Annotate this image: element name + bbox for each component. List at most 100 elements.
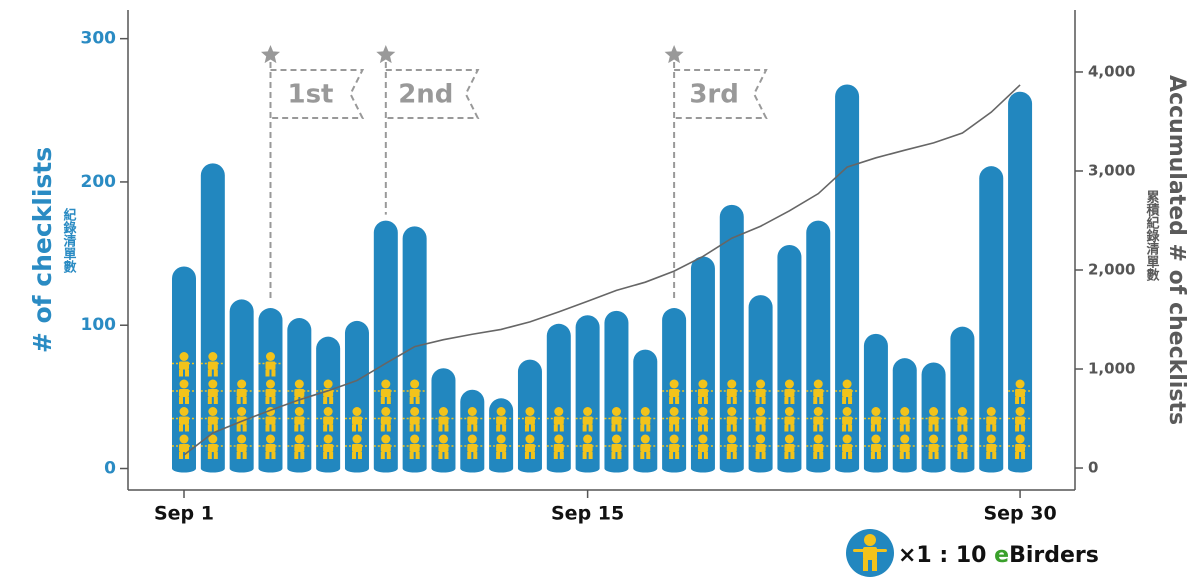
icon-body xyxy=(207,361,218,370)
ebirder-icons xyxy=(777,379,802,459)
icon-head xyxy=(410,407,420,416)
icon-head xyxy=(237,434,247,444)
icon-head xyxy=(640,407,650,416)
ebirder-icons xyxy=(489,407,514,459)
icon-leg xyxy=(242,424,247,432)
icon-leg xyxy=(502,452,507,459)
icon-leg xyxy=(675,424,680,432)
icon-leg xyxy=(819,397,824,404)
icon-body xyxy=(351,444,362,452)
icon-body xyxy=(323,444,334,452)
bar xyxy=(719,204,744,473)
icon-body xyxy=(640,416,651,425)
icon-leg xyxy=(179,452,183,459)
icon-head xyxy=(871,407,881,416)
icon-leg xyxy=(415,397,420,404)
icon-leg xyxy=(963,424,968,432)
icon-body xyxy=(726,444,737,452)
bar xyxy=(863,333,888,473)
icon-head xyxy=(611,407,621,416)
icon-body xyxy=(726,389,737,397)
icon-leg xyxy=(669,424,674,432)
icon-leg xyxy=(271,452,276,459)
icon-leg xyxy=(438,424,443,432)
icon-body xyxy=(179,389,189,397)
icon-head xyxy=(929,434,939,444)
icon-body xyxy=(986,416,997,425)
icon-head xyxy=(237,379,247,389)
icon-head xyxy=(208,434,218,444)
y-tick-label: 300 xyxy=(81,29,117,49)
icon-head xyxy=(813,379,823,389)
icon-leg xyxy=(732,424,737,432)
icon-leg xyxy=(323,452,328,459)
icon-head xyxy=(554,434,564,444)
bar xyxy=(517,359,542,473)
icon-head xyxy=(669,434,679,444)
icon-head xyxy=(727,407,737,416)
icon-body xyxy=(697,416,708,425)
icon-leg xyxy=(265,452,270,459)
ebirder-icons xyxy=(863,407,888,459)
y2-tick-label: 1,000 xyxy=(1088,360,1135,378)
icon-head xyxy=(179,434,189,444)
icon-leg xyxy=(179,424,183,432)
icon-body xyxy=(928,444,939,452)
icon-body xyxy=(380,444,391,452)
icon-leg xyxy=(294,424,299,432)
icon-leg xyxy=(640,452,645,459)
icon-body xyxy=(928,416,939,425)
icon-body xyxy=(697,444,708,452)
icon-leg xyxy=(415,424,420,432)
icon-leg xyxy=(409,452,414,459)
icon-leg xyxy=(842,397,847,404)
icon-head xyxy=(496,407,506,416)
icon-head xyxy=(900,407,910,416)
icon-leg xyxy=(300,452,305,459)
icon-body xyxy=(813,444,824,452)
icon-body xyxy=(409,389,420,397)
y-axis-title-zh: 紀錄清單數 xyxy=(61,207,77,274)
icon-leg xyxy=(242,397,247,404)
icon-leg xyxy=(496,424,501,432)
icon-leg xyxy=(294,452,299,459)
icon-body xyxy=(582,416,593,425)
icon-head xyxy=(727,379,737,389)
bar xyxy=(575,315,600,473)
icon-leg xyxy=(842,452,847,459)
icon-leg xyxy=(819,424,824,432)
icon-head xyxy=(583,407,593,416)
icon-leg xyxy=(207,424,212,432)
icon-body xyxy=(265,416,276,425)
flag-star xyxy=(261,45,280,64)
icon-leg xyxy=(386,452,391,459)
icon-body xyxy=(294,416,305,425)
icon-leg xyxy=(444,424,449,432)
flag-label: 3rd xyxy=(689,80,739,110)
milestone-flag: 3rd xyxy=(664,45,768,303)
icon-head xyxy=(381,379,391,389)
ebirder-icons xyxy=(719,379,744,459)
icon-body xyxy=(265,389,276,397)
ebirder-icons xyxy=(921,407,946,459)
icon-leg xyxy=(351,424,356,432)
icon-leg xyxy=(732,452,737,459)
icon-leg xyxy=(848,424,853,432)
icon-head xyxy=(323,434,333,444)
ebirder-icons xyxy=(1008,379,1033,459)
bar xyxy=(979,166,1004,473)
icon-leg xyxy=(444,452,449,459)
icon-leg xyxy=(790,452,795,459)
icon-body xyxy=(265,361,276,370)
icon-leg xyxy=(271,369,276,377)
icon-leg xyxy=(213,424,218,432)
icon-body xyxy=(755,389,766,397)
ebirder-icons xyxy=(402,379,427,459)
icon-head xyxy=(784,434,794,444)
icon-leg xyxy=(473,452,478,459)
bar xyxy=(200,163,225,473)
icon-body xyxy=(899,416,910,425)
icon-body xyxy=(467,416,478,425)
icon-head xyxy=(727,434,737,444)
